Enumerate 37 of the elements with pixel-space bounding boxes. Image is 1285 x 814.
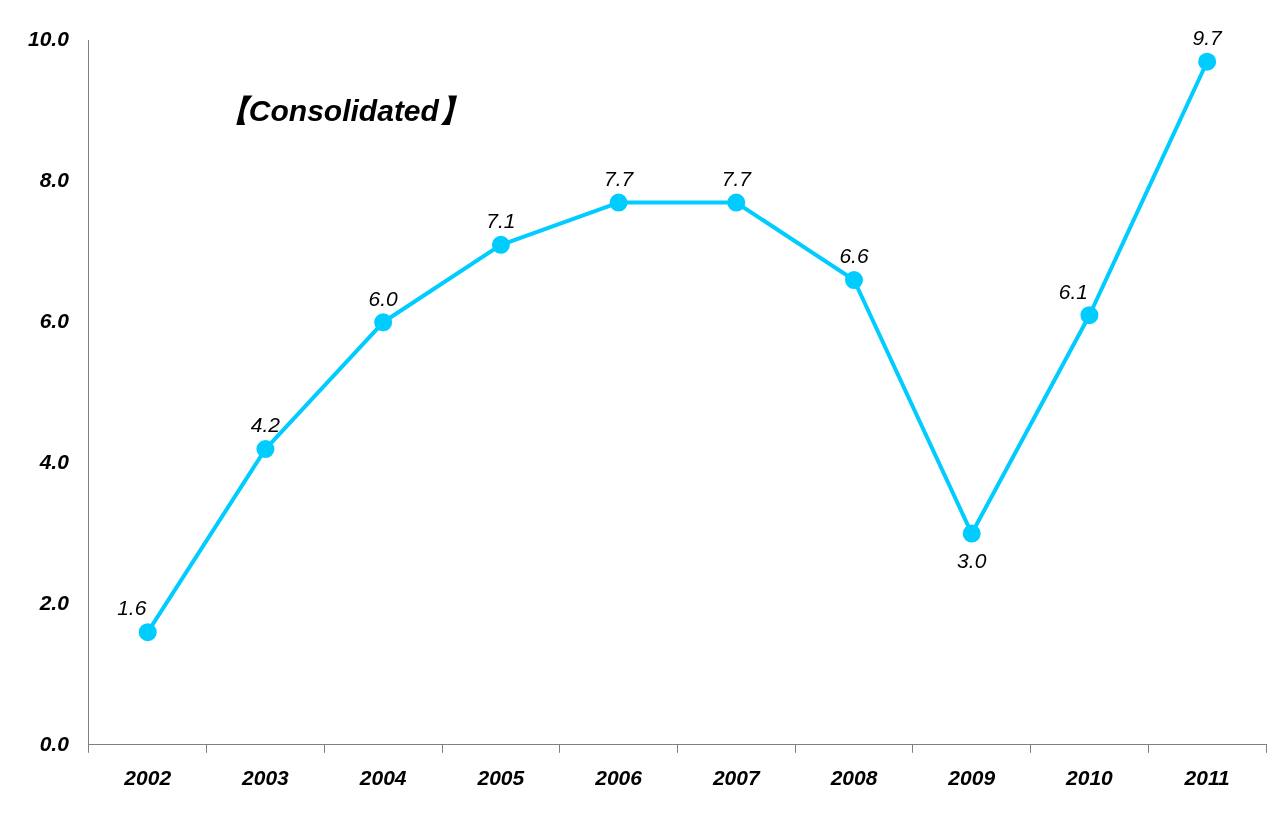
data-label: 6.6 — [839, 244, 869, 268]
x-tick-label: 2006 — [594, 766, 643, 790]
x-tick-label: 2007 — [711, 766, 761, 790]
y-tick-label: 10.0 — [28, 27, 70, 51]
x-tick-label: 2002 — [123, 766, 172, 790]
data-label: 7.7 — [721, 166, 753, 190]
point — [609, 193, 628, 212]
point — [727, 193, 746, 212]
point — [138, 623, 157, 642]
point — [845, 271, 864, 290]
point — [1080, 306, 1099, 325]
data-label: 1.6 — [117, 596, 147, 620]
x-tick-label: 2009 — [947, 766, 996, 790]
data-label: 9.7 — [1192, 26, 1224, 50]
point — [1198, 52, 1217, 71]
y-tick-label: 6.0 — [39, 309, 70, 333]
point — [256, 440, 275, 459]
x-tick-label: 2010 — [1065, 766, 1114, 790]
x-tick-label: 2004 — [358, 766, 407, 790]
x-tick-label: 2003 — [241, 766, 290, 790]
y-tick-label: 4.0 — [38, 449, 70, 473]
y-tick-label: 0.0 — [39, 731, 70, 755]
y-tick-label: 8.0 — [39, 168, 70, 192]
data-label: 6.1 — [1058, 279, 1089, 303]
data-label: 7.7 — [603, 166, 635, 190]
data-label: 3.0 — [957, 548, 987, 572]
point — [374, 313, 393, 332]
x-tick-label: 2008 — [829, 766, 878, 790]
point — [962, 524, 981, 543]
data-label: 4.2 — [250, 413, 281, 437]
text: 【Consolidated】 — [218, 93, 469, 127]
y-tick-label: 2.0 — [38, 590, 70, 614]
x-tick-label: 2005 — [476, 766, 525, 790]
point — [491, 235, 510, 254]
x-tick-label: 2011 — [1183, 766, 1230, 790]
data-label: 7.1 — [486, 209, 516, 233]
data-label: 6.0 — [368, 286, 399, 310]
